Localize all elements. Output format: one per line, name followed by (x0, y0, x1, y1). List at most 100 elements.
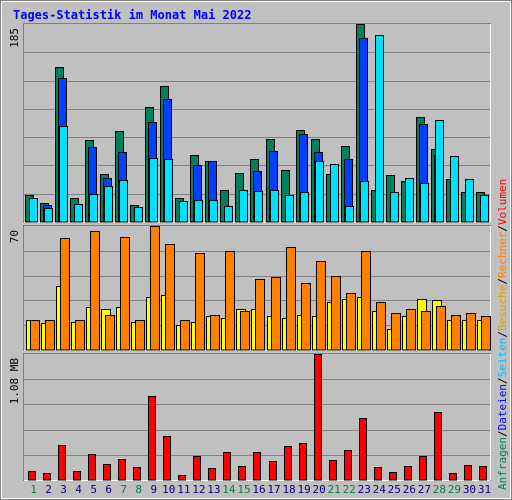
bar-seiten-day-19 (300, 192, 309, 223)
legend-item-volumen: Volumen (496, 179, 509, 225)
bar-seiten-day-30 (465, 179, 474, 223)
bar-volumen-day-1 (28, 471, 36, 481)
bar-rechner-day-3 (60, 238, 70, 351)
legend-separator: / (496, 225, 509, 232)
bar-seiten-day-3 (59, 126, 68, 223)
bar-volumen-day-13 (208, 468, 216, 481)
bar-volumen-day-20 (314, 354, 322, 481)
bar-seiten-day-27 (420, 183, 429, 223)
day-label-13: 13 (207, 483, 220, 496)
bar-seiten-day-4 (74, 204, 83, 223)
legend-item-seiten: Seiten (496, 338, 509, 378)
bar-seiten-day-21 (330, 164, 339, 223)
bar-seiten-day-14 (224, 206, 233, 223)
bar-volumen-day-25 (389, 472, 397, 481)
bar-volumen-day-22 (344, 450, 352, 481)
bar-seiten-day-26 (405, 178, 414, 223)
bar-rechner-day-7 (120, 237, 130, 351)
right-legend: Anfragen/Dateien/Seiten/Besuche/Rechner/… (496, 179, 509, 490)
bar-volumen-day-11 (178, 475, 186, 481)
legend-separator: / (496, 377, 509, 384)
bar-rechner-day-22 (346, 293, 356, 351)
bar-volumen-day-30 (464, 465, 472, 481)
day-label-15: 15 (237, 483, 250, 496)
day-label-23: 23 (358, 483, 371, 496)
bar-volumen-day-14 (223, 452, 231, 481)
bar-rechner-day-30 (466, 313, 476, 351)
bar-volumen-day-12 (193, 456, 201, 481)
bar-rechner-day-26 (406, 309, 416, 351)
bar-seiten-day-13 (209, 200, 218, 223)
bar-rechner-day-9 (150, 226, 160, 351)
bar-rechner-day-11 (180, 320, 190, 351)
bar-seiten-day-6 (104, 186, 113, 223)
bar-seiten-day-17 (270, 190, 279, 223)
day-label-18: 18 (282, 483, 295, 496)
bar-volumen-day-23 (359, 418, 367, 481)
bar-rechner-day-6 (105, 315, 115, 351)
bar-rechner-day-8 (135, 320, 145, 351)
bar-rechner-day-5 (90, 231, 100, 351)
day-label-24: 24 (373, 483, 387, 496)
bar-volumen-day-9 (148, 396, 156, 481)
bar-seiten-day-7 (119, 180, 128, 223)
bar-rechner-day-28 (436, 306, 446, 351)
bar-seiten-day-24 (375, 35, 384, 223)
day-label-27: 27 (418, 483, 431, 496)
bar-volumen-day-28 (434, 412, 442, 481)
bar-rechner-day-24 (376, 302, 386, 351)
day-label-14: 14 (222, 483, 236, 496)
panel-top: 185 (8, 23, 491, 223)
bar-volumen-day-3 (58, 445, 66, 481)
bar-rechner-day-17 (271, 277, 281, 351)
bar-rechner-day-20 (316, 261, 326, 351)
panel-middle: 70 (8, 225, 491, 351)
bar-volumen-day-17 (269, 461, 277, 481)
day-label-6: 6 (105, 483, 112, 496)
day-label-1: 1 (30, 483, 37, 496)
bar-seiten-day-8 (134, 207, 143, 223)
bar-rechner-day-16 (255, 279, 265, 351)
bar-rechner-day-18 (286, 247, 296, 351)
bar-volumen-day-10 (163, 436, 171, 481)
bar-seiten-day-23 (360, 181, 369, 223)
bar-seiten-day-12 (194, 200, 203, 223)
chart-title: Tages-Statistik im Monat Mai 2022 (13, 8, 251, 22)
bar-volumen-day-15 (238, 466, 246, 481)
bar-rechner-day-2 (45, 320, 55, 351)
day-label-12: 12 (192, 483, 205, 496)
day-label-25: 25 (388, 483, 401, 496)
bar-rechner-day-31 (481, 316, 491, 351)
bar-volumen-day-8 (133, 467, 141, 481)
day-label-4: 4 (75, 483, 82, 496)
legend-separator: / (496, 331, 509, 338)
bar-seiten-day-5 (89, 194, 98, 223)
bar-rechner-day-4 (75, 320, 85, 351)
bar-rechner-day-21 (331, 276, 341, 351)
bar-seiten-day-9 (149, 158, 158, 223)
bar-volumen-day-24 (374, 467, 382, 481)
bar-volumen-day-26 (404, 466, 412, 481)
legend-separator: / (496, 278, 509, 285)
bar-seiten-day-18 (285, 195, 294, 223)
day-label-10: 10 (162, 483, 175, 496)
bar-rechner-day-27 (421, 311, 431, 351)
bar-volumen-day-19 (299, 443, 307, 481)
bar-seiten-day-20 (315, 161, 324, 223)
bar-rechner-day-12 (195, 253, 205, 351)
bar-rechner-day-25 (391, 313, 401, 351)
day-label-28: 28 (433, 483, 446, 496)
y-max-label-top: 185 (8, 28, 21, 48)
bar-rechner-day-13 (210, 315, 220, 351)
bar-rechner-day-29 (451, 315, 461, 351)
bar-seiten-day-31 (480, 195, 489, 223)
y-max-label-bottom: 1.08 MB (8, 358, 21, 405)
y-max-label-middle: 70 (8, 230, 21, 243)
day-label-26: 26 (403, 483, 416, 496)
bar-seiten-day-2 (44, 208, 53, 223)
bar-volumen-day-2 (43, 473, 51, 481)
day-label-21: 21 (328, 483, 341, 496)
bar-rechner-day-1 (30, 320, 40, 351)
